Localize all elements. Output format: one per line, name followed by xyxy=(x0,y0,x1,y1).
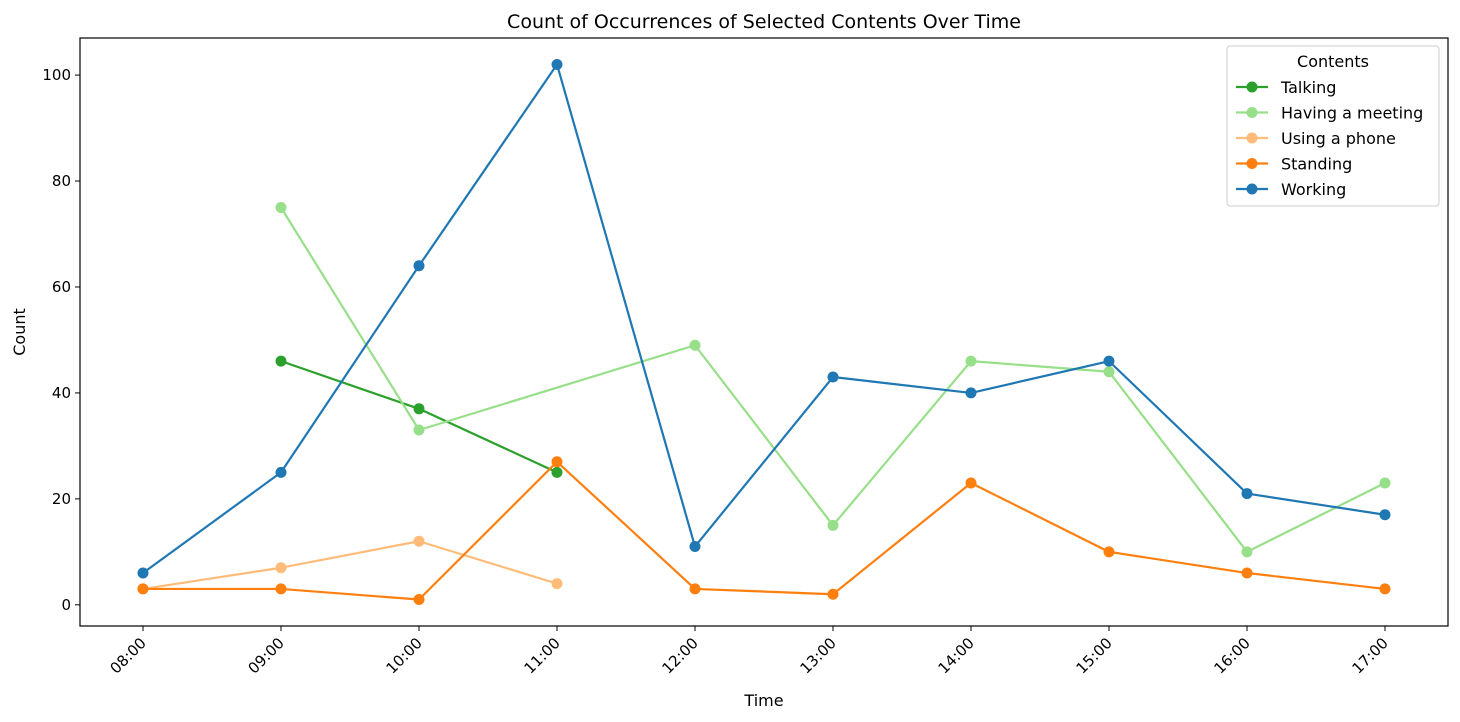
data-point xyxy=(965,355,977,367)
series-using-a-phone xyxy=(137,535,563,595)
legend-box xyxy=(1226,45,1440,207)
data-point xyxy=(137,583,149,595)
series-line xyxy=(142,63,1386,574)
series-standing xyxy=(137,456,1391,606)
data-point xyxy=(551,456,563,468)
x-tick-label: 14:00 xyxy=(935,634,978,677)
legend-marker xyxy=(1246,132,1258,144)
data-point xyxy=(965,387,977,399)
data-point xyxy=(413,403,425,415)
x-tick-label: 17:00 xyxy=(1349,634,1392,677)
x-tick-label: 08:00 xyxy=(107,634,150,677)
data-point xyxy=(1103,546,1115,558)
data-point xyxy=(1241,567,1253,579)
data-point xyxy=(827,588,839,600)
data-point xyxy=(827,371,839,383)
legend-marker xyxy=(1246,183,1258,195)
data-point xyxy=(275,583,287,595)
x-tick-label: 09:00 xyxy=(245,634,288,677)
legend-label: Standing xyxy=(1281,155,1352,174)
data-point xyxy=(551,466,563,478)
data-point xyxy=(1103,366,1115,378)
legend-label: Using a phone xyxy=(1281,129,1396,148)
data-point xyxy=(1241,488,1253,500)
x-axis-label: Time xyxy=(743,691,783,710)
y-tick-label: 80 xyxy=(52,172,71,190)
data-point xyxy=(275,202,287,214)
data-point xyxy=(1379,477,1391,489)
data-point xyxy=(275,466,287,478)
series-talking xyxy=(275,355,563,478)
data-point xyxy=(1379,509,1391,521)
x-tick-label: 12:00 xyxy=(659,634,702,677)
data-point xyxy=(689,583,701,595)
series-layer xyxy=(137,58,1391,606)
legend-marker xyxy=(1246,81,1258,93)
series-having-a-meeting xyxy=(275,202,1391,558)
x-tick-label: 13:00 xyxy=(797,634,840,677)
legend-label: Talking xyxy=(1280,78,1336,97)
chart-title: Count of Occurrences of Selected Content… xyxy=(507,11,1021,33)
data-point xyxy=(965,477,977,489)
data-point xyxy=(413,535,425,547)
y-tick-label: 60 xyxy=(52,278,71,296)
data-point xyxy=(689,541,701,553)
legend-label: Working xyxy=(1281,180,1346,199)
data-point xyxy=(413,424,425,436)
plot-frame xyxy=(79,37,1449,627)
data-point xyxy=(137,567,149,579)
x-tick-label: 15:00 xyxy=(1073,634,1116,677)
y-tick-label: 100 xyxy=(42,66,71,84)
data-point xyxy=(275,355,287,367)
legend-marker xyxy=(1246,107,1258,118)
x-tick-label: 16:00 xyxy=(1211,634,1254,677)
legend-title: Contents xyxy=(1297,52,1369,71)
data-point xyxy=(827,519,839,531)
y-tick-label: 40 xyxy=(52,384,71,402)
data-point xyxy=(1241,546,1253,558)
data-point xyxy=(1379,583,1391,595)
legend-marker xyxy=(1246,158,1258,169)
x-tick-label: 11:00 xyxy=(521,634,564,677)
series-working xyxy=(137,58,1391,579)
axes-layer: 0 20 40 60 80 100 08:00 09:00 10:00 11:00 12:00 13:… xyxy=(42,66,1391,677)
data-point xyxy=(413,260,425,272)
data-point xyxy=(551,578,563,590)
series-line xyxy=(280,360,558,474)
y-tick-label: 0 xyxy=(61,596,71,614)
data-point xyxy=(1103,355,1115,367)
y-axis-label: Count xyxy=(10,308,29,356)
data-point xyxy=(413,594,425,606)
legend-label: Having a meeting xyxy=(1281,104,1423,123)
data-point xyxy=(689,339,701,351)
series-line xyxy=(280,206,1386,553)
legend: Contents Talking Having a meeting Using a … xyxy=(1226,45,1440,207)
series-line xyxy=(143,460,1386,601)
data-point xyxy=(551,58,563,70)
x-tick-label: 10:00 xyxy=(383,634,426,677)
y-tick-label: 20 xyxy=(52,490,71,508)
data-point xyxy=(275,562,287,574)
series-line xyxy=(142,540,558,591)
